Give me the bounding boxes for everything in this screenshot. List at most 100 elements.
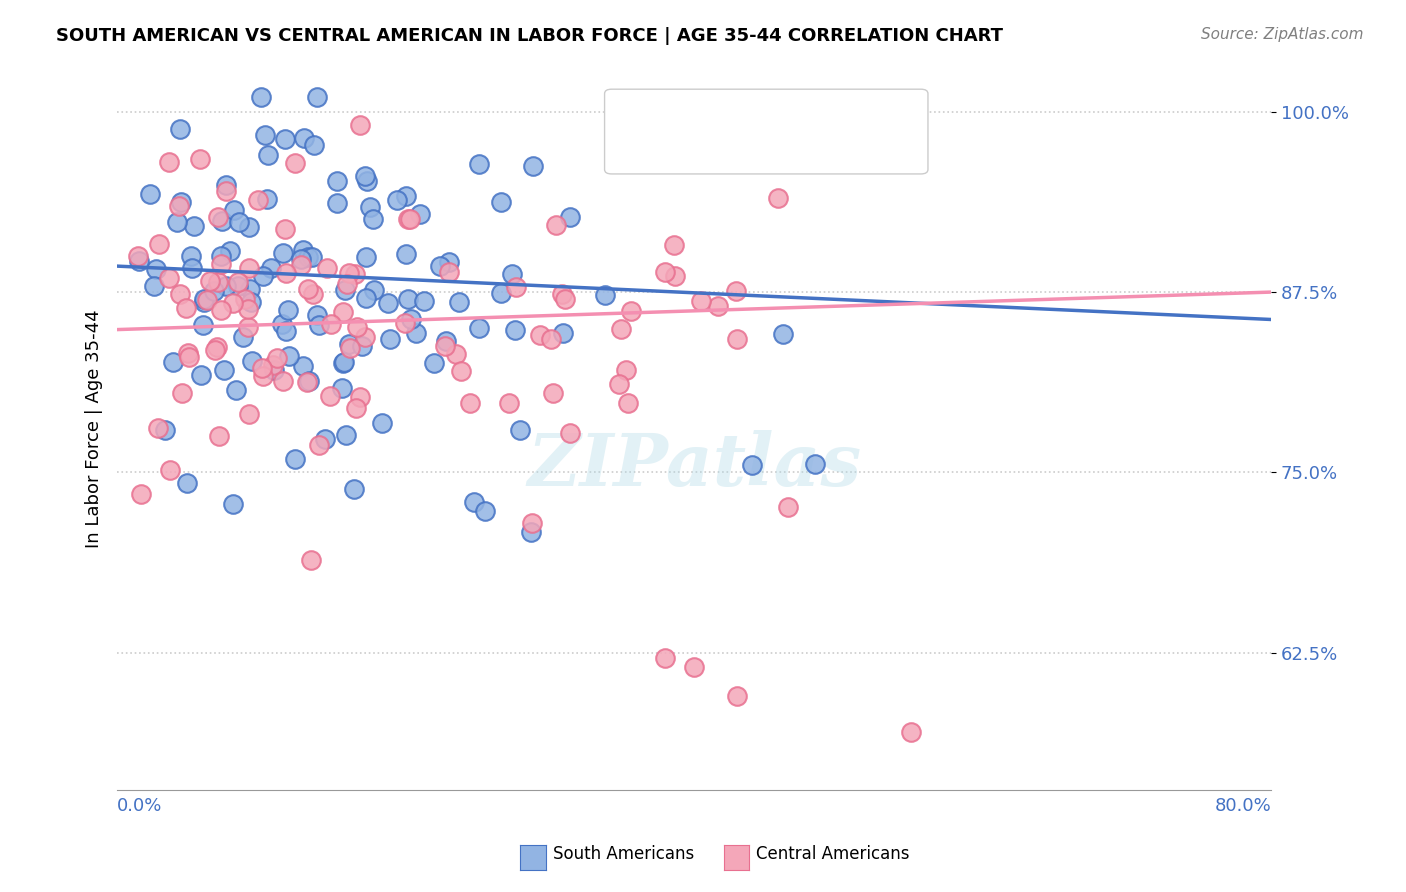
South Americans [489, 286, 512, 301]
South Americans [434, 334, 457, 348]
Central Americans [238, 260, 260, 275]
South Americans [271, 245, 294, 260]
South Americans [332, 356, 354, 370]
South Americans [238, 220, 260, 235]
South Americans [429, 259, 451, 273]
South Americans [202, 284, 225, 298]
Central Americans [284, 156, 307, 170]
South Americans [489, 195, 512, 210]
South Americans [294, 131, 316, 145]
Central Americans [319, 389, 342, 403]
Central Americans [725, 332, 748, 346]
South Americans [277, 349, 299, 363]
South Americans [350, 339, 373, 353]
Central Americans [297, 376, 319, 390]
South Americans [409, 207, 432, 221]
Text: South Americans: South Americans [553, 845, 693, 863]
South Americans [226, 279, 249, 293]
South Americans [297, 374, 319, 388]
Central Americans [610, 322, 633, 336]
South Americans [370, 417, 392, 431]
South Americans [290, 252, 312, 267]
Central Americans [177, 346, 200, 360]
Central Americans [177, 350, 200, 364]
Y-axis label: In Labor Force | Age 35-44: In Labor Force | Age 35-44 [86, 310, 103, 549]
Central Americans [238, 407, 260, 421]
Text: N =: N = [731, 113, 779, 131]
Central Americans [157, 155, 180, 169]
South Americans [301, 250, 323, 264]
South Americans [363, 283, 385, 297]
Central Americans [540, 332, 562, 346]
Central Americans [394, 316, 416, 330]
Central Americans [274, 222, 297, 236]
South Americans [501, 267, 523, 281]
South Americans [128, 254, 150, 268]
South Americans [447, 294, 470, 309]
South Americans [180, 249, 202, 263]
Text: Central Americans: Central Americans [756, 845, 910, 863]
Text: 0.102: 0.102 [692, 145, 744, 163]
Central Americans [190, 153, 212, 167]
South Americans [333, 284, 356, 298]
Central Americans [129, 487, 152, 501]
South Americans [399, 312, 422, 326]
Central Americans [339, 341, 361, 355]
Text: 111: 111 [770, 113, 806, 131]
Central Americans [900, 725, 922, 739]
Central Americans [215, 184, 238, 198]
Central Americans [238, 301, 260, 316]
Central Americans [148, 237, 170, 252]
Central Americans [458, 396, 481, 410]
South Americans [361, 212, 384, 227]
Central Americans [614, 362, 637, 376]
Central Americans [207, 211, 229, 225]
Central Americans [195, 293, 218, 308]
Central Americans [707, 299, 730, 313]
Central Americans [274, 266, 297, 280]
Central Americans [226, 276, 249, 290]
Central Americans [437, 264, 460, 278]
South Americans [467, 157, 489, 171]
Central Americans [396, 212, 419, 227]
South Americans [354, 169, 377, 183]
Central Americans [169, 199, 191, 213]
South Americans [162, 354, 184, 368]
South Americans [307, 308, 329, 322]
Central Americans [233, 292, 256, 306]
South Americans [215, 279, 238, 293]
South Americans [193, 294, 215, 309]
South Americans [385, 193, 408, 207]
Text: N =: N = [731, 145, 779, 163]
Text: Source: ZipAtlas.com: Source: ZipAtlas.com [1201, 27, 1364, 42]
South Americans [273, 132, 295, 146]
Central Americans [444, 347, 467, 361]
South Americans [468, 321, 491, 335]
Central Americans [343, 267, 366, 281]
Text: R =: R = [651, 145, 692, 163]
Central Americans [271, 374, 294, 388]
South Americans [405, 326, 427, 340]
South Americans [593, 288, 616, 302]
South Americans [224, 203, 246, 218]
South Americans [380, 332, 402, 346]
South Americans [250, 90, 273, 104]
Text: 0.0%: 0.0% [117, 797, 163, 815]
South Americans [169, 121, 191, 136]
Central Americans [522, 516, 544, 530]
Central Americans [290, 258, 312, 272]
South Americans [520, 524, 543, 539]
Central Americans [337, 266, 360, 280]
South Americans [166, 215, 188, 229]
South Americans [239, 282, 262, 296]
Central Americans [349, 391, 371, 405]
South Americans [274, 324, 297, 338]
Central Americans [301, 286, 323, 301]
South Americans [155, 423, 177, 437]
South Americans [256, 193, 278, 207]
Central Americans [159, 463, 181, 477]
South Americans [325, 174, 347, 188]
Central Americans [354, 330, 377, 344]
Central Americans [246, 194, 269, 208]
Central Americans [683, 660, 706, 674]
